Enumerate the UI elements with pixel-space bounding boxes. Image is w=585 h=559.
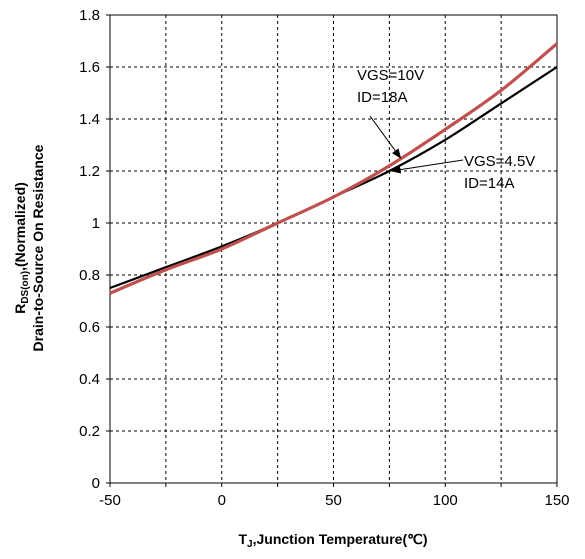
x-ticks: -50 0 50 100 150 — [99, 483, 570, 509]
annotation-1-arrow — [369, 115, 402, 159]
y-axis-label-sub: DS(on) — [20, 271, 31, 304]
annotations: VGS=10V ID=18A VGS=4.5V ID=14A — [357, 67, 535, 192]
x-tick-label: 150 — [544, 492, 569, 509]
annotation-2-line-1: VGS=4.5V — [464, 153, 535, 170]
x-axis-label: TJ,Junction Temperature(℃) — [238, 531, 427, 550]
x-axis-label-main: T — [238, 531, 247, 547]
series-layer — [109, 42, 559, 295]
x-tick-label: 50 — [325, 492, 342, 509]
y-tick-label: 1.2 — [79, 163, 100, 180]
y-tick-label: 1.4 — [79, 111, 100, 128]
svg-text:RDS(on),(Normalized): RDS(on),(Normalized) — [12, 182, 31, 314]
y-ticks: 0 0.2 0.4 0.6 0.8 1 1.2 1.4 1.6 1.8 — [79, 7, 110, 492]
x-tick-label: 100 — [433, 492, 458, 509]
annotation-2-line-2: ID=14A — [464, 175, 514, 192]
grid — [110, 15, 557, 483]
annotation-2-arrow — [390, 159, 464, 174]
x-tick-label: -50 — [99, 492, 121, 509]
annotation-1-line-1: VGS=10V — [357, 67, 424, 84]
x-axis-label-rest: ,Junction Temperature(℃) — [253, 531, 428, 547]
y-axis-label-line2: Drain-to-Source On Resistance — [30, 144, 46, 351]
y-axis-label-main: R — [12, 304, 28, 314]
y-tick-label: 0.4 — [79, 371, 100, 388]
x-axis-label-sub: J — [247, 539, 253, 550]
y-tick-label: 1.8 — [79, 7, 100, 24]
x-tick-label: 0 — [218, 492, 226, 509]
y-tick-label: 0 — [92, 475, 100, 492]
y-tick-label: 1 — [92, 215, 100, 232]
series-line-2 — [109, 42, 559, 295]
y-tick-label: 0.8 — [79, 267, 100, 284]
y-tick-label: 0.6 — [79, 319, 100, 336]
y-tick-label: 0.2 — [79, 423, 100, 440]
y-axis-label: RDS(on),(Normalized) Drain-to-Source On … — [12, 144, 46, 351]
y-tick-label: 1.6 — [79, 59, 100, 76]
annotation-1-line-2: ID=18A — [357, 89, 407, 106]
y-axis-label-rest: ,(Normalized) — [12, 182, 28, 271]
